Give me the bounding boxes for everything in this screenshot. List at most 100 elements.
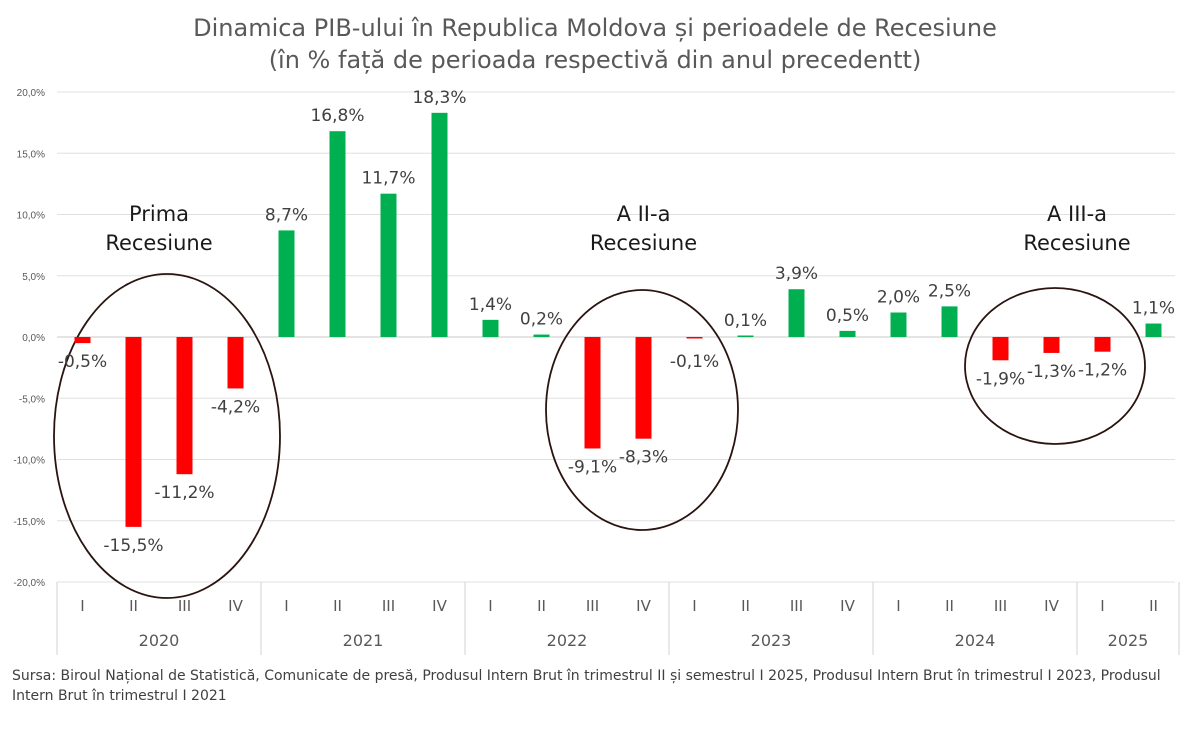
data-label: -0,5% (58, 352, 107, 372)
quarter-label: I (284, 597, 288, 615)
quarter-label: IV (432, 597, 447, 615)
chart-subtitle: (în % față de perioada respectivă din an… (269, 46, 922, 74)
bar (992, 337, 1009, 361)
bar (125, 337, 142, 527)
quarter-label: II (537, 597, 546, 615)
bar (176, 337, 193, 475)
data-label: 18,3% (412, 88, 466, 108)
data-label: 8,7% (265, 205, 308, 225)
quarter-label: IV (636, 597, 651, 615)
bar (941, 306, 958, 337)
bar (1094, 337, 1111, 352)
chart-title: Dinamica PIB-ului în Republica Moldova ș… (193, 14, 997, 42)
data-label: 0,1% (724, 311, 767, 331)
quarter-label: I (692, 597, 696, 615)
data-label: 3,9% (775, 264, 818, 284)
bar (482, 319, 499, 337)
year-label: 2020 (139, 631, 180, 650)
recession-annotation: Recesiune (105, 231, 212, 255)
quarter-label: I (488, 597, 492, 615)
quarter-label: III (586, 597, 599, 615)
data-label: -0,1% (670, 352, 719, 372)
bars (74, 112, 1162, 527)
quarter-label: II (945, 597, 954, 615)
data-label: -1,3% (1027, 362, 1076, 382)
bar (278, 230, 295, 337)
y-tick-label: 20,0% (17, 88, 45, 99)
quarter-label: IV (1044, 597, 1059, 615)
bar (686, 337, 703, 339)
data-label: 0,2% (520, 310, 563, 330)
recession-ellipse (964, 287, 1146, 445)
data-label: 11,7% (361, 169, 415, 189)
quarter-label: II (333, 597, 342, 615)
bar (788, 289, 805, 337)
bar (635, 337, 652, 439)
y-tick-label: -15,0% (13, 517, 45, 528)
data-label: 1,1% (1132, 299, 1175, 319)
data-label: -1,2% (1078, 361, 1127, 381)
year-label: 2023 (751, 631, 792, 650)
data-label: -8,3% (619, 448, 668, 468)
bar (737, 335, 754, 337)
bar (533, 334, 550, 337)
bar (1145, 323, 1162, 337)
quarter-label: I (1100, 597, 1104, 615)
bar (380, 193, 397, 337)
bar (329, 131, 346, 337)
quarter-label: III (790, 597, 803, 615)
y-tick-label: 15,0% (17, 149, 45, 160)
data-label: 2,0% (877, 288, 920, 308)
data-label: -1,9% (976, 369, 1025, 389)
data-labels: -0,5% -15,5% -11,2% -4,2% 8,7% 16,8% 11,7% 18,3… (58, 88, 1175, 556)
bar (74, 337, 91, 344)
quarter-label: II (1149, 597, 1158, 615)
year-label: 2025 (1108, 631, 1149, 650)
y-tick-label: 0,0% (22, 333, 45, 344)
recession-annotation: A III-a (1047, 202, 1107, 226)
data-label: -15,5% (103, 536, 163, 556)
y-tick-label: -5,0% (19, 394, 45, 405)
y-tick-label: 5,0% (22, 272, 45, 283)
year-label: 2021 (343, 631, 384, 650)
quarter-label: III (382, 597, 395, 615)
bar (839, 330, 856, 337)
recession-annotation: Recesiune (590, 231, 697, 255)
quarter-label: II (129, 597, 138, 615)
bar (890, 312, 907, 337)
year-label: 2024 (955, 631, 996, 650)
recession-annotation: Recesiune (1023, 231, 1130, 255)
data-label: -4,2% (211, 397, 260, 417)
data-label: 1,4% (469, 295, 512, 315)
quarter-label: I (80, 597, 84, 615)
gdp-chart: Dinamica PIB-ului în Republica Moldova ș… (13, 14, 1180, 655)
recession-annotation: A II-a (617, 202, 671, 226)
recession-ellipse (53, 273, 281, 599)
quarter-label: III (994, 597, 1007, 615)
quarter-label: I (896, 597, 900, 615)
recession-annotations: Prima Recesiune A II-a Recesiune A III-a Rece… (105, 202, 1130, 255)
data-label: 16,8% (310, 106, 364, 126)
recession-ellipse (545, 289, 739, 531)
y-axis-ticks: 20,0% 15,0% 10,0% 5,0% 0,0% -5,0% -10,0% -15,0%… (13, 88, 45, 589)
data-label: -11,2% (154, 483, 214, 503)
recession-ellipses (53, 273, 1146, 599)
bar (1043, 337, 1060, 353)
quarter-label: III (178, 597, 191, 615)
data-label: -9,1% (568, 457, 617, 477)
quarter-label: II (741, 597, 750, 615)
bar (431, 112, 448, 337)
data-label: 2,5% (928, 281, 971, 301)
y-tick-label: 10,0% (17, 211, 45, 222)
y-tick-label: -20,0% (13, 578, 45, 589)
y-tick-label: -10,0% (13, 456, 45, 467)
source-note: Sursa: Biroul Național de Statistică, Co… (12, 668, 1161, 704)
recession-annotation: Prima (129, 202, 189, 226)
bar (227, 337, 244, 389)
quarter-label: IV (228, 597, 243, 615)
year-label: 2022 (547, 631, 588, 650)
quarter-label: IV (840, 597, 855, 615)
bar (584, 337, 601, 449)
data-label: 0,5% (826, 306, 869, 326)
